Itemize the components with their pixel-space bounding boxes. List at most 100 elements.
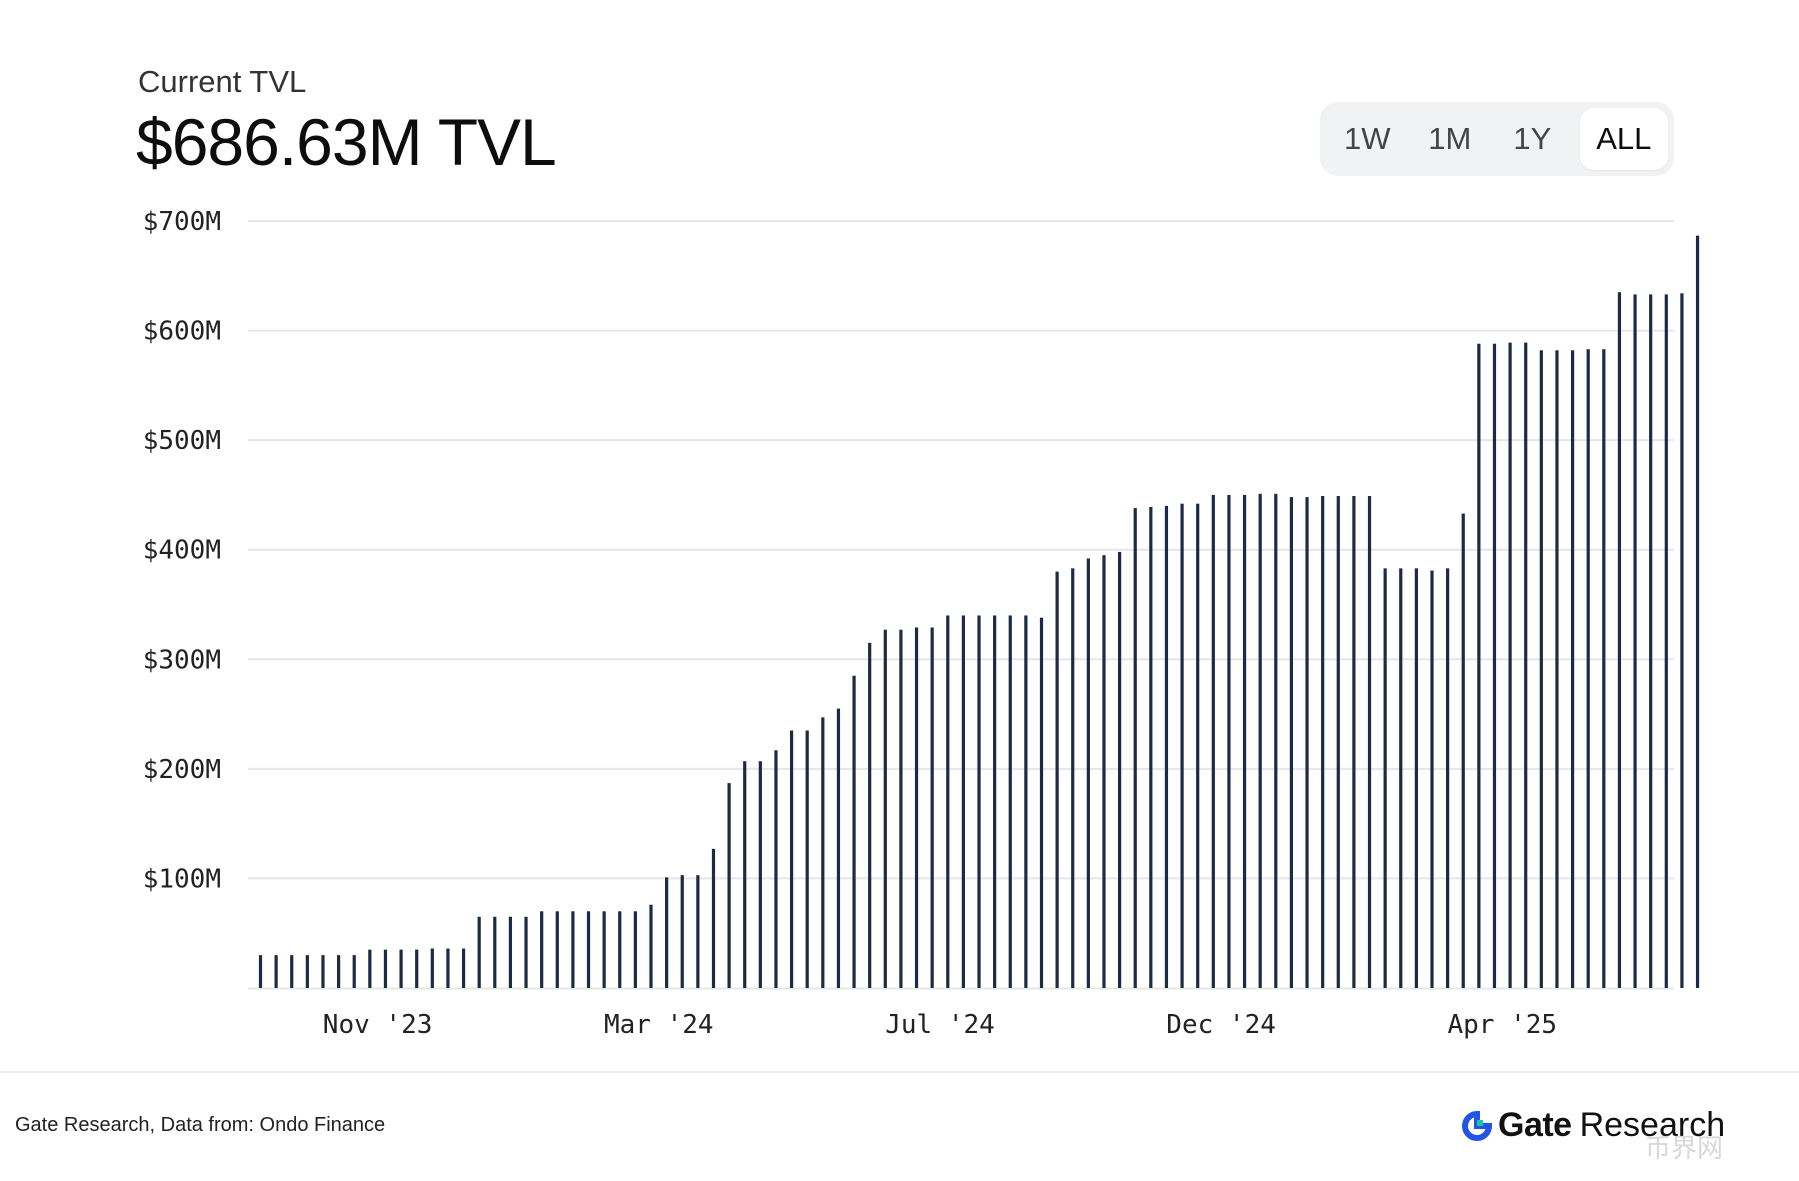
y-tick-label: $300M (143, 645, 221, 675)
tvl-bar (711, 848, 716, 988)
tvl-bar (977, 615, 981, 988)
tvl-bar (1071, 568, 1075, 988)
tvl-bar (1617, 292, 1622, 989)
tvl-bar (727, 783, 731, 988)
tvl-bar (1055, 571, 1059, 988)
range-all-button[interactable]: ALL (1579, 108, 1669, 170)
tvl-bar (1289, 497, 1294, 988)
tvl-bar (305, 955, 309, 988)
tvl-bar (665, 877, 669, 988)
footer-divider (0, 1071, 1799, 1073)
tvl-bar (883, 629, 887, 988)
tvl-bar (415, 949, 419, 988)
tvl-bar (1461, 513, 1465, 988)
tvl-bar (1602, 349, 1606, 988)
tvl-bar (618, 911, 622, 988)
tvl-bar (1695, 235, 1700, 988)
range-1m-button[interactable]: 1M (1428, 121, 1472, 156)
tvl-bar (383, 949, 388, 988)
tvl-bar (1430, 570, 1434, 988)
tvl-bar (868, 642, 872, 988)
x-axis-ticks: Nov '23 Mar '24 Jul '24 Dec '24 Apr '25 (323, 1010, 1557, 1040)
tvl-bar (930, 627, 934, 988)
tvl-bar (602, 911, 606, 988)
tvl-bar (399, 949, 403, 988)
tvl-bar (789, 730, 794, 988)
tvl-bar (821, 717, 825, 988)
y-tick-label: $200M (143, 755, 221, 785)
tvl-bar (477, 916, 481, 988)
tvl-bar (1352, 496, 1356, 988)
tvl-bar (1383, 568, 1387, 988)
tvl-bar (540, 911, 544, 988)
tvl-bar (524, 916, 528, 988)
tvl-bar (1570, 350, 1575, 988)
tvl-bar (1258, 493, 1262, 988)
tvl-bar (961, 615, 965, 988)
tvl-bar (1118, 551, 1122, 988)
tvl-bar (1102, 555, 1106, 988)
x-tick-label: Jul '24 (885, 1010, 995, 1040)
tvl-bar (680, 875, 684, 988)
tvl-bar (1414, 568, 1418, 988)
tvl-bar (1367, 496, 1372, 988)
tvl-bar (352, 955, 356, 988)
x-tick-label: Nov '23 (323, 1010, 433, 1040)
tvl-bar (446, 948, 450, 988)
gate-logo-icon (1462, 1110, 1492, 1141)
data-source-note: Gate Research, Data from: Ondo Finance (15, 1114, 386, 1136)
tvl-bar (1539, 350, 1543, 988)
y-axis-ticks: $100M $200M $300M $400M $500M $600M $700M (143, 207, 221, 894)
tvl-bar (1555, 350, 1559, 988)
tvl-bar (1086, 558, 1090, 988)
tvl-bar (290, 955, 294, 988)
tvl-bar (1524, 342, 1528, 988)
y-tick-label: $100M (143, 864, 221, 894)
tvl-bar (1180, 503, 1184, 988)
brand-suffix: Research (1579, 1106, 1726, 1144)
tvl-bar (1680, 293, 1684, 988)
tvl-bar (1664, 294, 1668, 988)
y-tick-label: $400M (143, 536, 221, 566)
tvl-bar (696, 875, 700, 988)
tvl-bar (1492, 343, 1497, 989)
tvl-bar (461, 948, 466, 988)
tvl-bar (1321, 496, 1325, 988)
chart-bars (258, 235, 1700, 989)
tvl-bar (493, 916, 497, 988)
tvl-bar (774, 750, 778, 988)
tvl-bar (805, 730, 809, 988)
time-range-selector: 1W 1M 1Y ALL (1320, 102, 1674, 176)
x-tick-label: Mar '24 (604, 1010, 714, 1040)
tvl-bar (1649, 294, 1653, 988)
tvl-bar (1211, 494, 1215, 988)
tvl-bar (1508, 342, 1512, 988)
range-1y-button[interactable]: 1Y (1513, 121, 1552, 156)
tvl-bar (368, 949, 372, 988)
tvl-bar (1039, 617, 1044, 988)
tvl-bar (274, 955, 278, 988)
tvl-bar (1242, 494, 1247, 988)
tvl-bar (571, 911, 575, 988)
chart-gridlines (248, 220, 1674, 990)
tvl-bar (321, 955, 325, 988)
tvl-bar (1274, 493, 1278, 988)
tvl-bar-chart: $100M $200M $300M $400M $500M $600M $700M Nov … (143, 207, 1700, 1040)
tvl-bar (649, 904, 653, 988)
tvl-bar (1149, 506, 1153, 988)
tvl-bar (508, 916, 513, 988)
brand-logo: Gate Research (1462, 1106, 1725, 1145)
y-tick-label: $500M (143, 426, 221, 456)
tvl-bar (1399, 568, 1403, 988)
tvl-bar (1024, 615, 1028, 988)
range-1w-button[interactable]: 1W (1344, 121, 1391, 156)
tvl-bar (743, 761, 747, 988)
tvl-bar (914, 627, 919, 988)
tvl-bar (1196, 503, 1200, 988)
tvl-bar (1133, 508, 1137, 988)
tvl-bar (1477, 343, 1481, 989)
tvl-bar (899, 629, 903, 988)
x-tick-label: Apr '25 (1448, 1010, 1558, 1040)
current-tvl-value: $686.63M TVL (136, 105, 557, 179)
tvl-bar (1633, 294, 1637, 988)
